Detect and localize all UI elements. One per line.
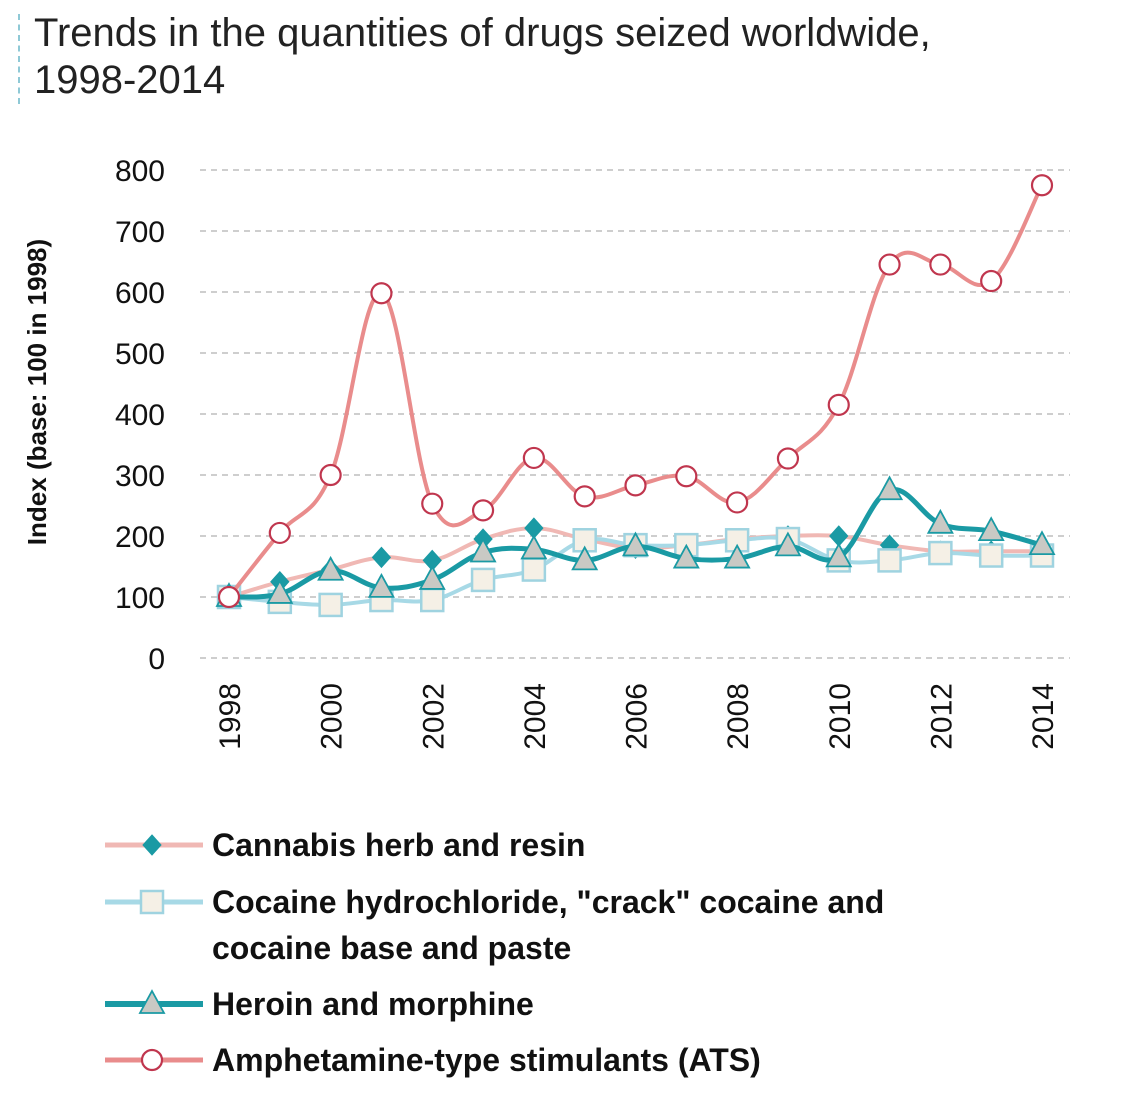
data-point [621,531,650,557]
y-axis-ticks: 0 100 200 300 400 500 600 700 800 [115,155,165,676]
data-point [573,485,596,508]
y-tick-label: 0 [148,643,165,676]
x-tick-label: 2006 [621,683,654,750]
legend-marker [142,834,162,856]
series-3 [215,475,1056,607]
y-tick-label: 400 [115,399,165,432]
data-point [980,269,1003,293]
data-point [926,508,954,534]
y-tick-label: 600 [115,277,165,310]
data-point [420,587,445,613]
y-tick-label: 100 [115,582,165,615]
y-tick-label: 800 [115,155,165,188]
x-tick-label: 2002 [417,683,450,750]
data-point [825,542,853,568]
data-point [827,393,850,416]
x-tick-label: 2000 [316,683,349,750]
y-tick-label: 200 [115,521,165,554]
data-point [675,465,698,488]
data-point [774,531,802,557]
data-point [371,546,392,569]
data-point [776,447,800,470]
y-axis-label: Index (base: 100 in 1998) [22,239,52,545]
legend-marker [140,1048,164,1072]
legend-label: Heroin and morphine [212,986,534,1022]
data-point [418,565,446,590]
legend-item-1: Cannabis herb and resin [105,827,585,863]
data-point [520,534,548,560]
title-accent-line [18,14,24,104]
x-axis-ticks: 1998 2000 2002 2004 2006 2008 2010 2012 2014 [214,683,1060,750]
data-point [317,555,345,581]
y-tick-label: 300 [115,460,165,493]
data-point [217,585,241,609]
x-tick-label: 2004 [519,683,552,750]
y-tick-label: 500 [115,338,165,371]
data-point [1030,174,1054,197]
legend-label: Cocaine hydrochloride, "crack" cocaine a… [212,884,884,920]
chart-title-line-1: Trends in the quantities of drugs seized… [34,11,931,55]
data-point [929,253,952,276]
data-point [977,516,1005,542]
legend: Cannabis herb and resin Cocaine hydrochlo… [105,827,884,1078]
data-point [726,491,749,514]
y-tick-label: 700 [115,216,165,249]
data-point [367,572,395,598]
data-point [471,499,495,522]
data-point [877,548,902,573]
series-group [215,174,1056,618]
legend-label: cocaine base and paste [212,930,571,966]
x-tick-label: 2010 [824,683,857,750]
data-point [521,557,547,582]
series-1 [219,517,1052,608]
data-point [469,537,497,563]
data-point [928,540,953,566]
chart-title: Trends in the quantities of drugs seized… [34,10,931,104]
x-tick-label: 2014 [1027,683,1060,750]
data-point [672,543,700,569]
chart-title-line-2: 1998-2014 [34,58,226,102]
legend-label: Cannabis herb and resin [212,827,585,863]
legend-item-2: Cocaine hydrochloride, "crack" cocaine a… [105,884,884,966]
data-point [522,446,545,470]
data-point [978,543,1004,568]
data-point [421,492,444,515]
data-point [1028,530,1056,556]
legend-label: Amphetamine-type stimulants (ATS) [212,1042,761,1078]
x-tick-label: 2012 [925,683,958,750]
legend-marker [138,989,166,1014]
data-point [624,474,647,497]
data-point [268,521,291,545]
data-point [266,579,294,604]
legend-marker [139,889,165,915]
x-tick-label: 2008 [722,683,755,750]
data-point [876,475,904,501]
data-point [723,543,751,569]
data-point [571,545,599,571]
grid-lines [200,169,1070,659]
data-point [470,567,496,593]
series-4 [217,174,1054,609]
data-point [370,282,393,305]
data-point [318,592,343,618]
x-tick-label: 1998 [214,683,247,750]
data-point [319,463,342,487]
data-point [878,253,901,276]
legend-item-4: Amphetamine-type stimulants (ATS) [105,1042,761,1078]
legend-item-3: Heroin and morphine [105,986,534,1022]
